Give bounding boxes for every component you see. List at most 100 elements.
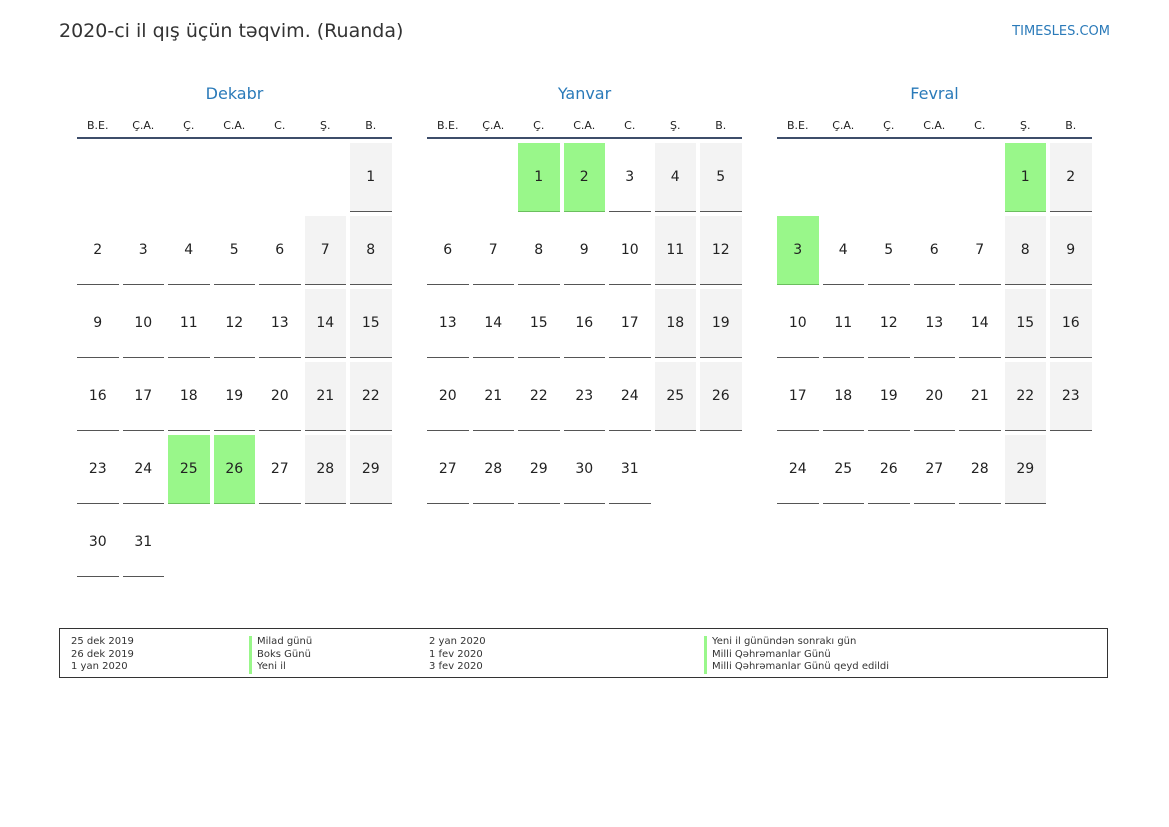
legend-holiday-name: Milli Qəhrəmanlar Günü qeyd edildi (704, 661, 889, 674)
legend-dates-col-2: 2 yan 2020 1 fev 2020 3 fev 2020 (429, 636, 486, 674)
day-cell: 10 (777, 289, 819, 358)
month-name: Dekabr (205, 84, 264, 103)
day-cell: 28 (304, 435, 346, 504)
day-cell: 12 (213, 289, 255, 358)
day-cell: 13 (913, 289, 955, 358)
day-cell: 18 (168, 362, 210, 431)
page-title: 2020-ci il qış üçün təqvim. (Ruanda) (59, 20, 404, 42)
weekday-label: Ç.A. (482, 119, 505, 132)
day-cell-empty (823, 143, 865, 212)
day-cell: 17 (609, 289, 651, 358)
day-cell: 22 (1004, 362, 1046, 431)
weekday-label: B. (715, 119, 727, 132)
legend-holiday-name: Milli Qəhrəmanlar Günü (704, 648, 889, 661)
day-cell-holiday: 1 (1004, 143, 1046, 212)
day-cell: 7 (959, 216, 1001, 285)
day-cell: 27 (427, 435, 469, 504)
day-cell: 23 (77, 435, 119, 504)
weekday-label: C.A. (573, 119, 596, 132)
weekday-label: C.A. (923, 119, 946, 132)
weekday-label: Ç.A. (832, 119, 855, 132)
day-cell: 21 (304, 362, 346, 431)
weekday-label: C. (974, 119, 986, 132)
day-cell: 7 (304, 216, 346, 285)
day-cell: 23 (1050, 362, 1092, 431)
day-cell: 4 (822, 216, 864, 285)
month-fevral: Fevral B.E. Ç.A. Ç. C.A. C. Ş. B. 1 2 3 4 5 6 7 8 9 10 1… (777, 83, 1092, 504)
day-cell-empty (427, 143, 469, 212)
day-cell: 14 (959, 289, 1001, 358)
day-cell: 2 (1050, 143, 1092, 212)
month-name: Fevral (910, 84, 959, 103)
day-cell: 15 (350, 289, 392, 358)
day-cell: 2 (77, 216, 119, 285)
day-cell: 13 (259, 289, 301, 358)
weekday-label: B.E. (87, 119, 109, 132)
day-cell: 6 (913, 216, 955, 285)
weekday-label: Ş. (1020, 119, 1031, 132)
day-cell: 22 (518, 362, 560, 431)
day-cell: 13 (427, 289, 469, 358)
day-cell: 15 (518, 289, 560, 358)
day-cell: 17 (777, 362, 819, 431)
weekday-label: Ç. (183, 119, 195, 132)
day-cell: 16 (77, 362, 119, 431)
day-cell: 20 (427, 362, 469, 431)
day-cell: 5 (700, 143, 742, 212)
day-cell-empty (868, 143, 910, 212)
day-cell: 19 (868, 362, 910, 431)
day-cell: 6 (259, 216, 301, 285)
day-cell: 8 (1004, 216, 1046, 285)
legend-date: 1 yan 2020 (71, 661, 128, 672)
day-cell: 30 (563, 435, 605, 504)
legend-holiday-name: Yeni il (249, 661, 312, 674)
weekday-header: B.E. Ç.A. Ç. C.A. C. Ş. B. (427, 115, 742, 139)
day-cell: 28 (959, 435, 1001, 504)
day-cell: 29 (518, 435, 560, 504)
day-cell: 30 (77, 508, 119, 577)
day-cell: 11 (822, 289, 864, 358)
legend-date: 25 dek 2019 (71, 636, 134, 647)
day-cell: 25 (822, 435, 864, 504)
day-cell: 24 (609, 362, 651, 431)
month-dekabr: Dekabr B.E. Ç.A. Ç. C.A. C. Ş. B. 1 2 3 4 5 6 7 8 9 10 1… (77, 83, 392, 577)
weekday-label: C.A. (223, 119, 246, 132)
day-cell: 28 (472, 435, 514, 504)
legend-names-col-2: Yeni il günündən sonrakı gün Milli Qəhrə… (704, 636, 889, 674)
day-cell: 12 (868, 289, 910, 358)
day-cell: 22 (350, 362, 392, 431)
day-cell-empty (305, 143, 347, 212)
legend-date: 2 yan 2020 (429, 636, 486, 647)
day-cell: 29 (350, 435, 392, 504)
month-name: Yanvar (557, 84, 612, 103)
holiday-legend: 25 dek 2019 26 dek 2019 1 yan 2020 Milad… (59, 628, 1108, 678)
day-cell: 1 (350, 143, 392, 212)
day-cell: 14 (304, 289, 346, 358)
brand-link[interactable]: TIMESLES.COM (1012, 24, 1110, 39)
day-cell: 20 (259, 362, 301, 431)
day-cell: 7 (472, 216, 514, 285)
day-cell: 11 (168, 289, 210, 358)
day-cell: 6 (427, 216, 469, 285)
weekday-label: Ş. (670, 119, 681, 132)
legend-date: 1 fev 2020 (429, 648, 483, 660)
legend-date: 26 dek 2019 (71, 648, 134, 660)
day-cell: 3 (609, 143, 651, 212)
day-cell: 12 (700, 216, 742, 285)
day-cell: 19 (700, 289, 742, 358)
day-cell-empty (777, 143, 819, 212)
day-cell: 31 (609, 435, 651, 504)
day-cell: 16 (563, 289, 605, 358)
weekday-label: C. (624, 119, 636, 132)
weekday-label: B. (1065, 119, 1077, 132)
day-cell: 14 (472, 289, 514, 358)
day-cell: 20 (913, 362, 955, 431)
weekday-label: B.E. (437, 119, 459, 132)
weekday-label: B. (365, 119, 377, 132)
weekday-header: B.E. Ç.A. Ç. C.A. C. Ş. B. (777, 115, 1092, 139)
weekday-label: B.E. (787, 119, 809, 132)
day-cell: 31 (122, 508, 164, 577)
weekday-label: Ş. (320, 119, 331, 132)
day-cell: 23 (563, 362, 605, 431)
day-cell: 9 (1050, 216, 1092, 285)
